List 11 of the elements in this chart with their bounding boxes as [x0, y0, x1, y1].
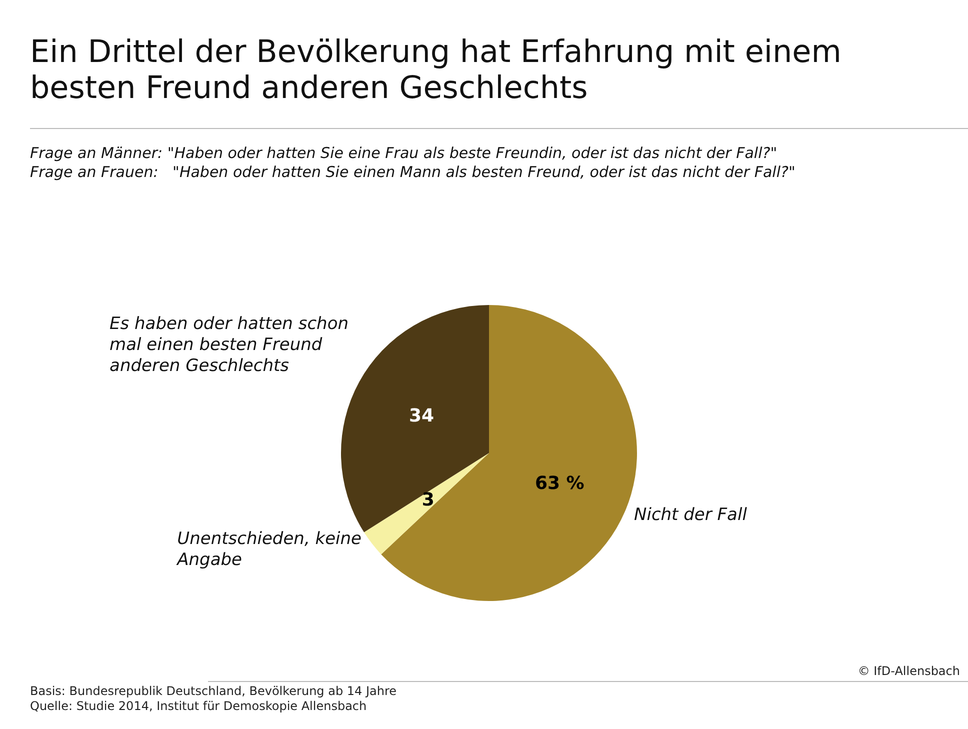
text: © IfD-Allensbach [858, 664, 960, 678]
data-label: 3 [422, 490, 434, 511]
slice-label: Es haben oder hatten schon mal einen besten Freund anderen Geschlechts [110, 314, 350, 377]
source-note: Quelle: Studie 2014, Institut für Demoskopie Allensbach [30, 699, 367, 713]
text: Basis: Bundesrepublik Deutschland, Bevölkerung ab 14 Jahre [30, 684, 397, 698]
data-label: 63 % [534, 473, 584, 494]
chart-subtitle: Frage an Männer: "Haben oder hatten Sie eine Frau als beste Freundin, oder ist das nicht der Fall?" Frage an Frauen: "Haben oder hatten Sie einen Mann als besten Freund, oder ist das nicht der Fall?" [30, 144, 796, 182]
slice-label: Nicht der Fall [634, 505, 748, 526]
data-label: 34 [408, 405, 434, 426]
chart-title: Ein Drittel der Bevölkerung hat Erfahrung mit einem besten Freund anderen Geschlechts [30, 34, 842, 106]
slice-label: Unentschieden, keine Angabe [177, 528, 363, 571]
